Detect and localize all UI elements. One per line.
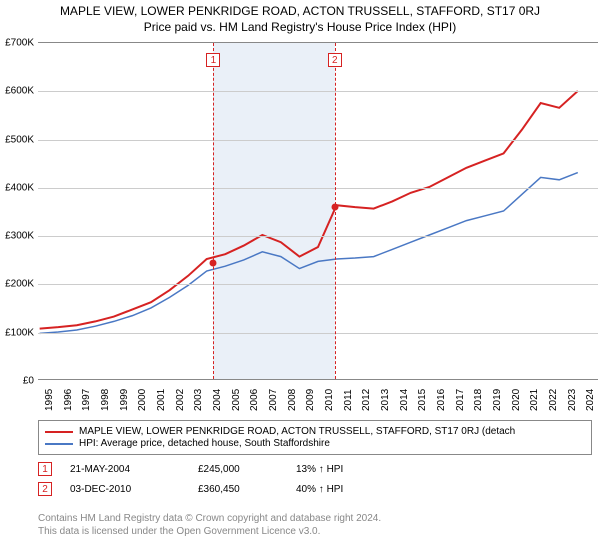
gridline-h	[38, 333, 598, 334]
xtick-label: 2013	[380, 389, 391, 411]
xtick-label: 2017	[455, 389, 466, 411]
ytick-label: £300K	[0, 231, 34, 242]
ytick-label: £600K	[0, 86, 34, 97]
chart-lines-svg	[38, 43, 598, 379]
xtick-label: 1996	[63, 389, 74, 411]
xtick-label: 2015	[417, 389, 428, 411]
legend-swatch-hpi	[45, 443, 73, 445]
sale-rows: 1 21-MAY-2004 £245,000 13% ↑ HPI 2 03-DEC-201…	[38, 462, 416, 502]
title-sub: Price paid vs. HM Land Registry's House …	[0, 20, 600, 34]
marker-box-1: 1	[206, 53, 220, 67]
sale-diff: 13% ↑ HPI	[296, 464, 416, 475]
gridline-h	[38, 284, 598, 285]
xtick-label: 2018	[473, 389, 484, 411]
xtick-label: 2011	[343, 389, 354, 411]
gridline-h	[38, 188, 598, 189]
sale-row: 2 03-DEC-2010 £360,450 40% ↑ HPI	[38, 482, 416, 496]
legend-label-property: MAPLE VIEW, LOWER PENKRIDGE ROAD, ACTON …	[79, 426, 515, 437]
xtick-label: 2010	[324, 389, 335, 411]
sale-date: 03-DEC-2010	[70, 484, 180, 495]
marker-dot-1	[210, 259, 217, 266]
xtick-label: 2000	[137, 389, 148, 411]
gridline-h	[38, 91, 598, 92]
legend-label-hpi: HPI: Average price, detached house, Sout…	[79, 438, 330, 449]
chart-container: MAPLE VIEW, LOWER PENKRIDGE ROAD, ACTON …	[0, 0, 600, 560]
gridline-h	[38, 236, 598, 237]
xtick-label: 2016	[436, 389, 447, 411]
marker-dot-2	[331, 203, 338, 210]
xtick-label: 2024	[585, 389, 596, 411]
xtick-label: 1998	[100, 389, 111, 411]
sale-price: £360,450	[198, 484, 278, 495]
xtick-label: 2022	[548, 389, 559, 411]
xtick-label: 2001	[156, 389, 167, 411]
line-hpi	[40, 173, 578, 334]
ytick-label: £200K	[0, 279, 34, 290]
legend-row-property: MAPLE VIEW, LOWER PENKRIDGE ROAD, ACTON …	[45, 426, 585, 437]
marker-line-1	[213, 43, 214, 379]
sale-price: £245,000	[198, 464, 278, 475]
footer-line1: Contains HM Land Registry data © Crown c…	[38, 512, 381, 525]
ytick-label: £100K	[0, 327, 34, 338]
sale-marker: 2	[38, 482, 52, 496]
marker-box-2: 2	[328, 53, 342, 67]
xtick-label: 2012	[361, 389, 372, 411]
xtick-label: 1995	[44, 389, 55, 411]
legend-swatch-property	[45, 431, 73, 433]
xtick-label: 2021	[529, 389, 540, 411]
ytick-label: £0	[0, 376, 34, 387]
sale-diff: 40% ↑ HPI	[296, 484, 416, 495]
xtick-label: 2020	[511, 389, 522, 411]
xtick-label: 1997	[81, 389, 92, 411]
chart-plot-area: £0£100K£200K£300K£400K£500K£600K£700K199…	[38, 42, 598, 380]
xtick-label: 2007	[268, 389, 279, 411]
sale-marker: 1	[38, 462, 52, 476]
xtick-label: 1999	[119, 389, 130, 411]
xtick-label: 2006	[249, 389, 260, 411]
title-main: MAPLE VIEW, LOWER PENKRIDGE ROAD, ACTON …	[0, 4, 600, 18]
xtick-label: 2005	[231, 389, 242, 411]
xtick-label: 2023	[567, 389, 578, 411]
legend-row-hpi: HPI: Average price, detached house, Sout…	[45, 438, 585, 449]
gridline-h	[38, 140, 598, 141]
xtick-label: 2019	[492, 389, 503, 411]
marker-line-2	[335, 43, 336, 379]
line-property	[40, 91, 578, 329]
xtick-label: 2008	[287, 389, 298, 411]
footer-line2: This data is licensed under the Open Gov…	[38, 525, 381, 538]
ytick-label: £700K	[0, 38, 34, 49]
xtick-label: 2014	[399, 389, 410, 411]
xtick-label: 2003	[193, 389, 204, 411]
footer-attribution: Contains HM Land Registry data © Crown c…	[38, 512, 381, 538]
ytick-label: £500K	[0, 134, 34, 145]
xtick-label: 2002	[175, 389, 186, 411]
sale-row: 1 21-MAY-2004 £245,000 13% ↑ HPI	[38, 462, 416, 476]
ytick-label: £400K	[0, 182, 34, 193]
xtick-label: 2009	[305, 389, 316, 411]
legend-box: MAPLE VIEW, LOWER PENKRIDGE ROAD, ACTON …	[38, 420, 592, 455]
sale-date: 21-MAY-2004	[70, 464, 180, 475]
xtick-label: 2004	[212, 389, 223, 411]
title-block: MAPLE VIEW, LOWER PENKRIDGE ROAD, ACTON …	[0, 0, 600, 34]
